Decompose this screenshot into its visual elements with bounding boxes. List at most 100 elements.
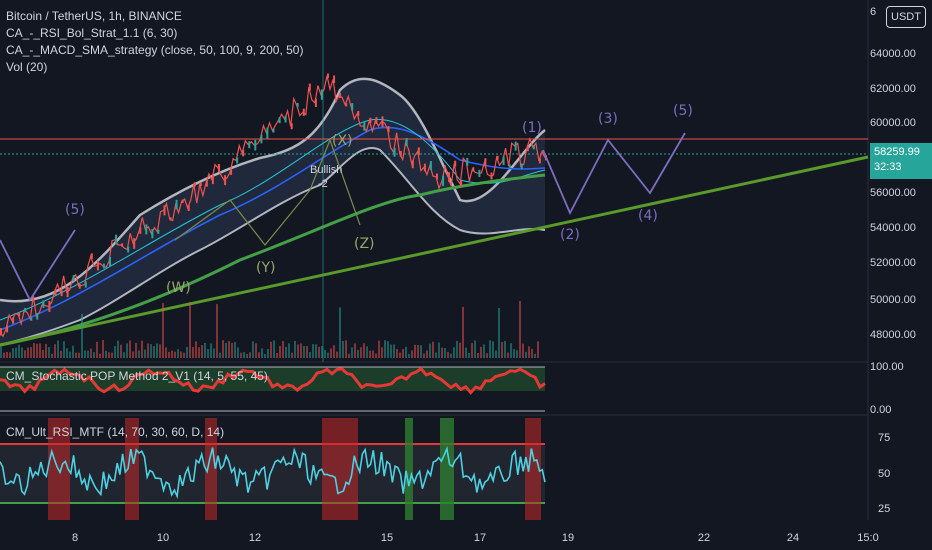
candle bbox=[236, 157, 239, 164]
countdown-timer: 32:33 bbox=[874, 161, 902, 173]
volume-bar bbox=[339, 307, 341, 358]
volume-bar bbox=[6, 352, 8, 358]
time-label: 24 bbox=[786, 532, 800, 544]
volume-bar bbox=[165, 347, 167, 358]
volume-bar bbox=[138, 350, 140, 358]
candle bbox=[520, 163, 523, 169]
indicator-volume[interactable]: Vol (20) bbox=[6, 60, 48, 74]
volume-bar bbox=[510, 343, 512, 358]
stoch-label: 0.00 bbox=[870, 404, 892, 416]
volume-bar bbox=[24, 350, 26, 358]
volume-bar bbox=[57, 340, 59, 358]
volume-bar bbox=[432, 341, 434, 358]
volume-bar bbox=[405, 346, 407, 358]
volume-bar bbox=[348, 353, 350, 358]
candle bbox=[314, 98, 317, 107]
wave-label: (1) bbox=[522, 120, 542, 136]
rsi-title[interactable]: CM_Ult_RSI_MTF (14, 70, 30, 60, D, 14) bbox=[6, 425, 225, 439]
candle bbox=[260, 134, 263, 144]
candle bbox=[369, 117, 372, 123]
volume-bar bbox=[60, 350, 62, 358]
candle bbox=[175, 199, 178, 210]
volume-bar bbox=[204, 343, 206, 358]
volume-bar bbox=[465, 347, 467, 358]
candle bbox=[66, 287, 69, 298]
candle bbox=[102, 263, 105, 269]
volume-bar bbox=[489, 340, 491, 358]
volume-bar bbox=[120, 344, 122, 358]
currency-button[interactable]: USDT bbox=[886, 6, 926, 28]
volume-bar bbox=[12, 348, 14, 358]
volume-bar bbox=[93, 352, 95, 358]
candle bbox=[42, 300, 45, 308]
candle bbox=[72, 275, 75, 282]
candle bbox=[532, 145, 535, 150]
rsi-highlights bbox=[48, 418, 541, 520]
candle bbox=[115, 234, 118, 245]
volume-bar bbox=[279, 345, 281, 358]
volume-bar bbox=[180, 351, 182, 358]
candle bbox=[436, 173, 438, 180]
time-label: 8 bbox=[71, 532, 79, 544]
volume-bar bbox=[15, 347, 17, 358]
candle bbox=[399, 150, 402, 157]
volume-bar bbox=[351, 347, 353, 358]
candle bbox=[181, 199, 184, 203]
volume-bar bbox=[123, 352, 125, 358]
volume-bar bbox=[531, 348, 533, 358]
indicator-rsi-bol[interactable]: CA_-_RSI_Bol_Strat_1.1 (6, 30) bbox=[6, 26, 178, 40]
candle bbox=[357, 111, 360, 116]
candle bbox=[163, 205, 166, 216]
volume-bar bbox=[315, 344, 317, 358]
volume-bar bbox=[159, 344, 161, 358]
volume-bar bbox=[381, 347, 383, 358]
volume-bar bbox=[144, 349, 146, 358]
volume-bar bbox=[192, 347, 194, 358]
volume-bar bbox=[420, 345, 422, 358]
wave-label: (3) bbox=[598, 111, 618, 127]
indicator-macd-sma[interactable]: CA_-_MACD_SMA_strategy (close, 50, 100, … bbox=[6, 43, 304, 57]
volume-bar bbox=[105, 350, 107, 358]
volume-bar bbox=[189, 302, 191, 358]
volume-bar bbox=[282, 341, 284, 358]
candle bbox=[254, 139, 257, 151]
volume-bar bbox=[495, 350, 497, 358]
volume-bar bbox=[18, 344, 20, 358]
candle bbox=[90, 253, 93, 259]
volume-bar bbox=[471, 343, 473, 358]
volume-bar bbox=[99, 353, 101, 358]
candle bbox=[230, 169, 233, 175]
wave-label: (5) bbox=[65, 202, 85, 218]
candle bbox=[133, 238, 136, 249]
volume-bar bbox=[183, 352, 185, 358]
price-label: 54000.00 bbox=[870, 222, 916, 234]
stoch-title[interactable]: CM_Stochastic POP Method 2_V1 (14, 5, 55… bbox=[6, 369, 268, 383]
candle bbox=[121, 243, 124, 247]
candle bbox=[54, 289, 57, 295]
volume-bar bbox=[501, 342, 503, 358]
elliott-wave-left bbox=[0, 229, 76, 302]
volume-bar bbox=[117, 340, 119, 358]
candle bbox=[218, 164, 220, 173]
volume-bar bbox=[51, 353, 53, 358]
rsi-band-fill bbox=[0, 444, 545, 503]
rsi-label: 25 bbox=[878, 503, 891, 515]
volume-bar bbox=[84, 350, 86, 358]
volume-bar bbox=[528, 346, 530, 358]
candle bbox=[538, 158, 541, 164]
symbol-title[interactable]: Bitcoin / TetherUS, 1h, BINANCE bbox=[6, 9, 182, 23]
volume-bar bbox=[207, 349, 209, 358]
candle bbox=[60, 290, 63, 297]
candle bbox=[199, 182, 202, 186]
candle bbox=[526, 145, 529, 152]
volume-bar bbox=[96, 341, 98, 358]
volume-bar bbox=[438, 342, 440, 358]
volume-bar bbox=[522, 343, 524, 358]
candle bbox=[411, 160, 414, 169]
volume-bar bbox=[0, 346, 2, 358]
candle bbox=[78, 283, 81, 289]
volume-bar bbox=[228, 341, 230, 358]
volume-bar bbox=[276, 353, 278, 358]
candle bbox=[508, 164, 511, 168]
